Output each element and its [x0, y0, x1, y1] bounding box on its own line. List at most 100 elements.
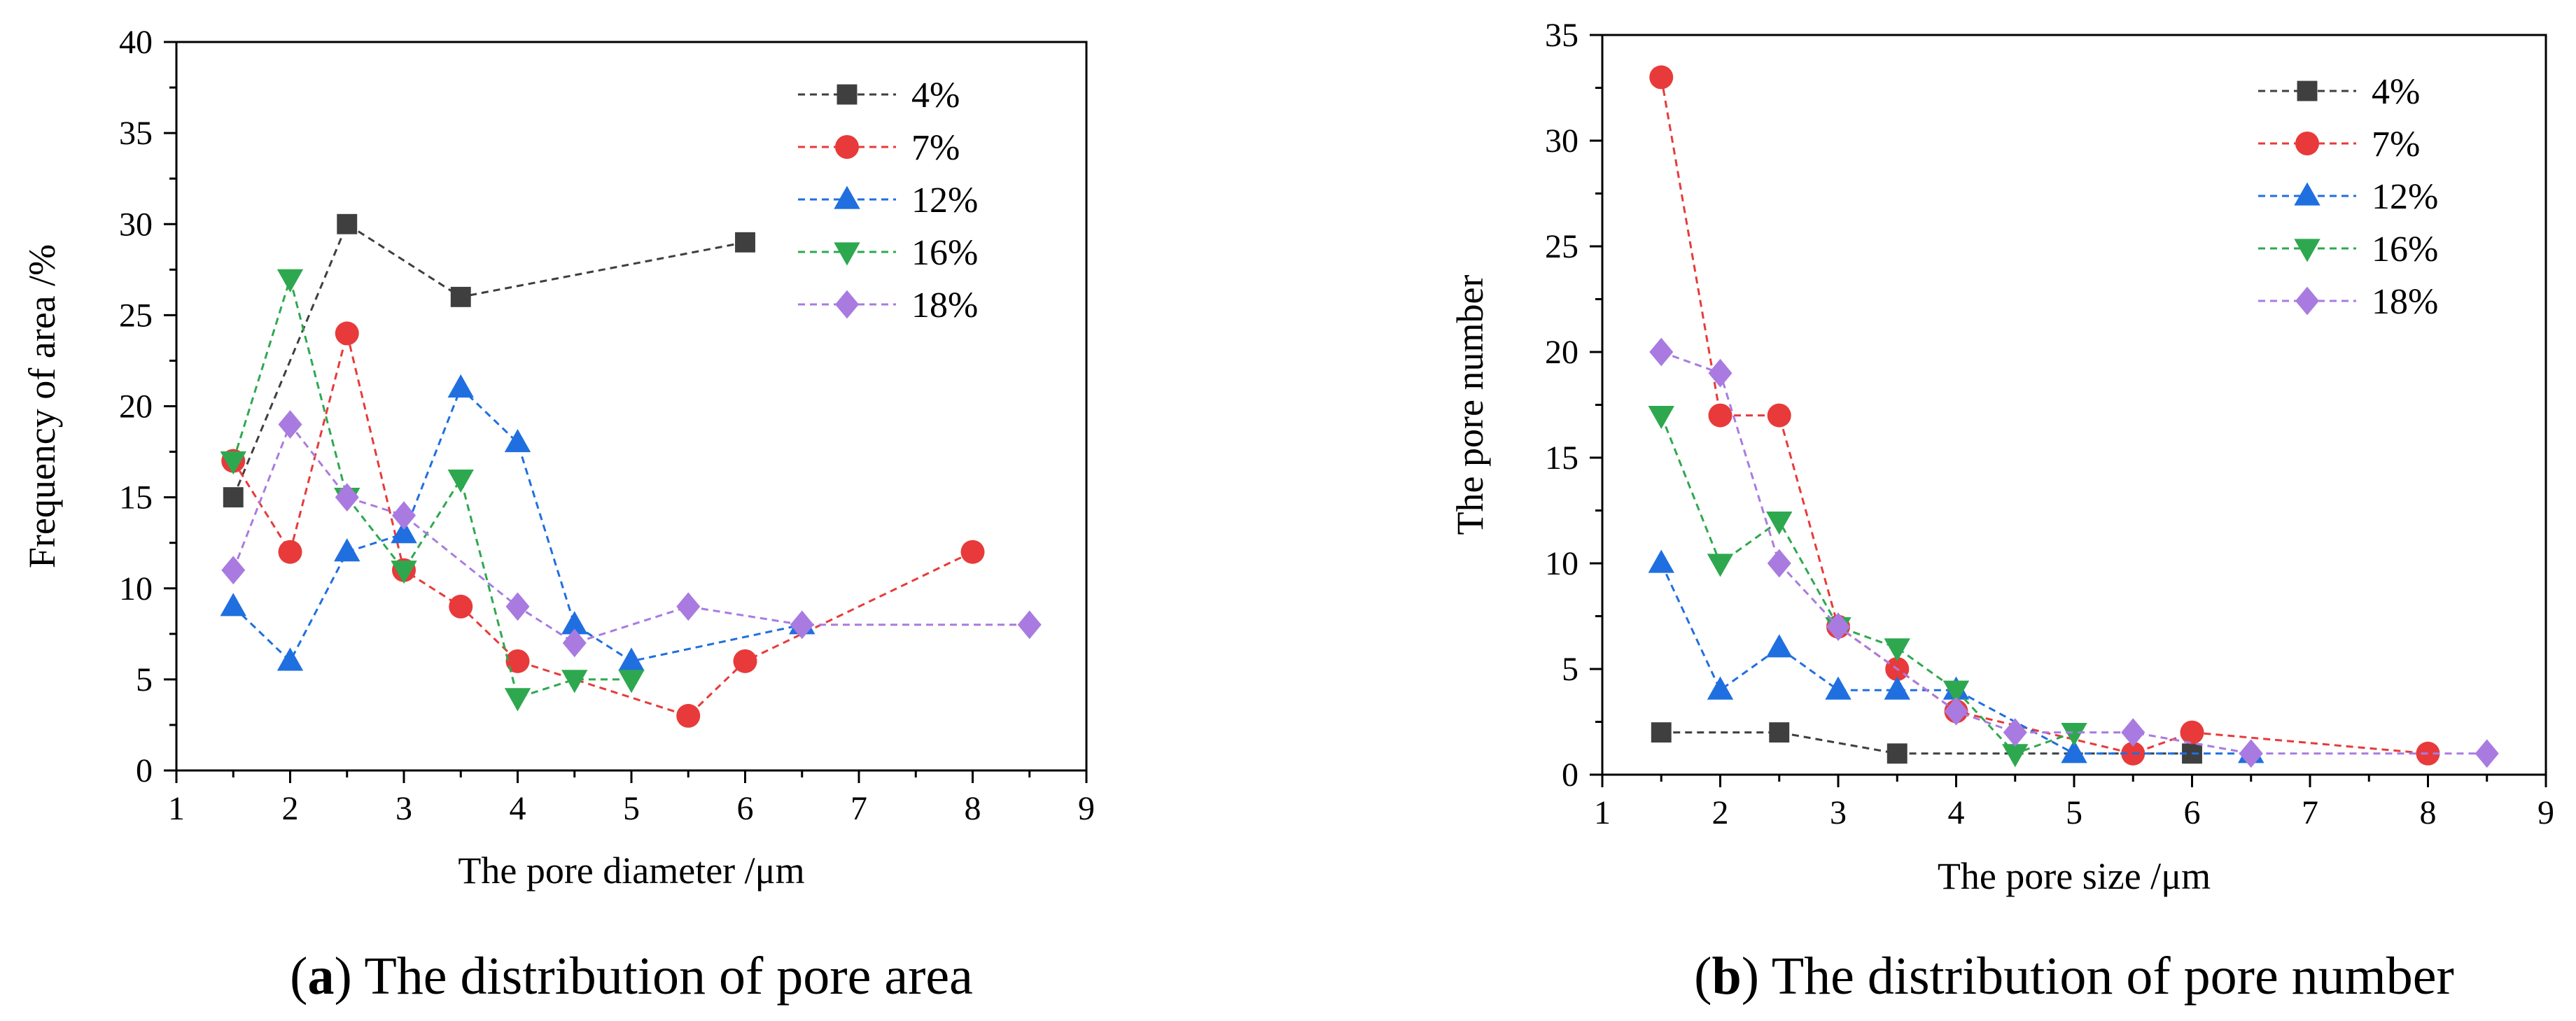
data-point	[1707, 554, 1734, 577]
data-point	[618, 647, 645, 671]
x-tick-label: 4	[510, 790, 526, 827]
legend-marker	[2295, 286, 2319, 316]
x-axis-title: The pore diameter /μm	[458, 850, 804, 892]
data-point	[504, 429, 531, 453]
data-point	[504, 688, 531, 712]
x-tick-label: 5	[2066, 794, 2082, 831]
data-point	[1769, 722, 1790, 743]
series-18pct	[221, 410, 1042, 658]
series-line	[1660, 415, 2075, 755]
y-axis-title: The pore number	[1449, 275, 1491, 535]
x-tick-label: 1	[1594, 794, 1611, 831]
caption-letter: a	[307, 947, 334, 1006]
data-point	[1767, 549, 1791, 578]
data-point	[562, 628, 587, 658]
data-point	[676, 703, 701, 728]
series-12pct	[220, 374, 816, 671]
x-tick-label: 9	[1078, 790, 1095, 827]
y-tick-label: 0	[136, 752, 153, 789]
legend-marker	[2294, 182, 2320, 206]
data-point	[1651, 722, 1672, 743]
data-point	[505, 592, 530, 621]
caption: (a) The distribution of pore area	[290, 947, 973, 1006]
caption-paren-close: )	[334, 947, 364, 1006]
data-point	[391, 561, 417, 584]
y-tick-label: 15	[1545, 439, 1578, 477]
legend: 4% 7% 12% 16% 18%	[798, 76, 978, 325]
legend-marker	[835, 135, 859, 159]
data-point	[1649, 65, 1674, 90]
data-point	[220, 451, 246, 475]
data-point	[447, 470, 474, 493]
legend-entry: 12%	[2372, 177, 2438, 217]
data-point	[1884, 676, 1910, 700]
y-tick-label: 30	[1545, 122, 1578, 160]
series-7pct	[221, 321, 985, 728]
data-point	[733, 649, 757, 673]
series-4pct	[223, 213, 755, 508]
data-point	[1826, 612, 1850, 641]
data-point	[1708, 358, 1732, 388]
data-point	[337, 213, 358, 234]
data-point	[960, 540, 985, 564]
data-point	[790, 610, 814, 640]
data-point	[1766, 634, 1793, 658]
x-axis-title: The pore size /μm	[1938, 855, 2211, 897]
x-tick-label: 3	[396, 790, 412, 827]
data-point	[449, 594, 473, 619]
x-tick-label: 3	[1830, 794, 1847, 831]
caption-title: The distribution of pore area	[364, 947, 972, 1006]
data-point	[278, 410, 302, 439]
data-point	[2003, 718, 2027, 747]
data-point	[278, 540, 302, 564]
data-point	[221, 556, 246, 585]
y-tick-label: 10	[1545, 545, 1578, 582]
data-point	[391, 520, 417, 544]
data-point	[1648, 549, 1674, 573]
data-point	[505, 649, 530, 673]
legend-marker	[2297, 80, 2318, 101]
series-7pct	[1649, 65, 2440, 766]
data-point	[223, 487, 244, 508]
data-point	[1648, 406, 1674, 430]
x-tick-label: 5	[623, 790, 640, 827]
data-point	[618, 670, 645, 693]
data-point	[2002, 744, 2029, 768]
legend-marker	[834, 185, 860, 209]
y-tick-label: 35	[1545, 17, 1578, 54]
panel-b: 1 2 3 4 5 6 7 8 9 0 5 10 15 20 25 30 35 The pore size /μm…	[1449, 17, 2554, 1006]
y-tick-label: 5	[1562, 651, 1578, 688]
caption-paren-open: (	[1694, 947, 1712, 1006]
data-point	[335, 483, 359, 512]
data-point	[676, 592, 701, 621]
data-point	[2474, 739, 2499, 768]
series-line	[232, 422, 1030, 645]
x-tick-label: 1	[168, 790, 185, 827]
caption-letter: b	[1712, 947, 1741, 1006]
caption-paren-open: (	[290, 947, 307, 1006]
data-point	[1944, 697, 1968, 726]
data-point	[1708, 403, 1732, 428]
x-tick-label: 7	[2302, 794, 2318, 831]
y-tick-label: 25	[119, 297, 153, 334]
data-point	[1884, 638, 1910, 662]
x-tick-label: 8	[2420, 794, 2437, 831]
x-tick-label: 6	[2184, 794, 2201, 831]
data-point	[392, 501, 416, 530]
y-tick-label: 35	[119, 115, 153, 152]
data-point	[334, 538, 360, 562]
data-point	[1767, 403, 1791, 428]
data-point	[2239, 739, 2263, 768]
legend: 4% 7% 12% 16% 18%	[2258, 72, 2438, 322]
y-tick-label: 20	[119, 388, 153, 425]
x-tick-label: 9	[2538, 794, 2554, 831]
y-tick-label: 30	[119, 206, 153, 243]
series-18pct	[1649, 337, 2499, 768]
data-point	[2416, 741, 2440, 766]
caption: (b) The distribution of pore number	[1694, 947, 2454, 1006]
legend-marker	[2295, 132, 2319, 155]
data-point	[447, 374, 474, 398]
legend-entry: 18%	[2372, 282, 2438, 322]
legend-entry: 16%	[2372, 230, 2438, 269]
y-tick-label: 5	[136, 661, 153, 698]
